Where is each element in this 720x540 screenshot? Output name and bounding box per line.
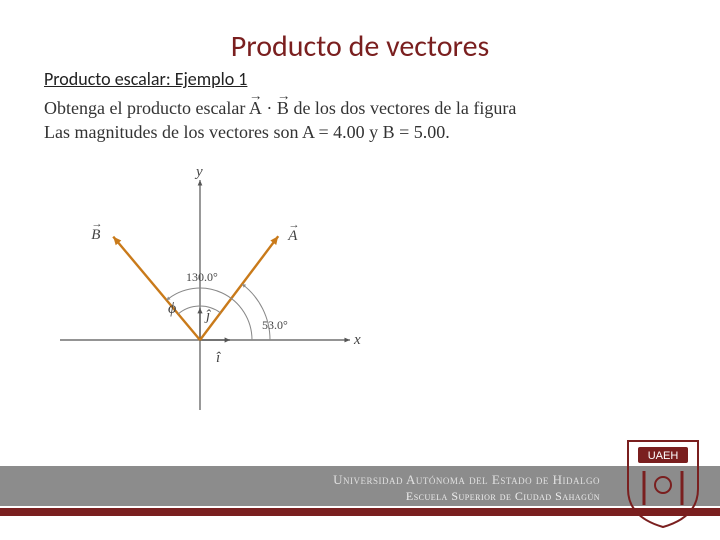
j-hat-label: ĵ <box>206 308 210 325</box>
angle-53-label: 53.0° <box>262 318 288 333</box>
problem-line2: Las magnitudes de los vectores son A = 4… <box>44 122 450 142</box>
i-hat-label: î <box>216 350 220 367</box>
angle-130-label: 130.0° <box>186 270 218 285</box>
school-name: Escuela Superior de Ciudad Sahagún <box>406 489 600 504</box>
problem-line1-post: de los dos vectores de la figura <box>289 98 516 118</box>
diagram-svg <box>30 160 370 420</box>
x-axis-label: x <box>354 332 361 349</box>
phi-label: ϕ <box>168 300 176 318</box>
slide: Producto de vectores Producto escalar: E… <box>0 0 720 540</box>
uaeh-logo-icon: UAEH <box>624 435 702 530</box>
subtitle: Producto escalar: Ejemplo 1 <box>44 68 247 90</box>
y-axis-label: y <box>196 164 203 181</box>
vector-A-symbol: A <box>249 98 262 118</box>
vector-B-symbol: B <box>277 98 289 118</box>
svg-text:UAEH: UAEH <box>648 450 679 462</box>
problem-line1-pre: Obtenga el producto escalar <box>44 98 249 118</box>
page-title: Producto de vectores <box>0 28 720 65</box>
vector-diagram: x y î ĵ A B 53.0° 130.0° ϕ <box>30 160 370 420</box>
footer: Universidad Autónoma del Estado de Hidal… <box>0 458 720 540</box>
vector-B-label: B <box>91 227 100 244</box>
dot-symbol: · <box>262 98 277 118</box>
footer-red-bar <box>0 508 720 516</box>
university-name: Universidad Autónoma del Estado de Hidal… <box>333 472 600 488</box>
problem-statement: Obtenga el producto escalar A · B de los… <box>44 96 684 145</box>
vector-A-label: A <box>288 228 297 245</box>
